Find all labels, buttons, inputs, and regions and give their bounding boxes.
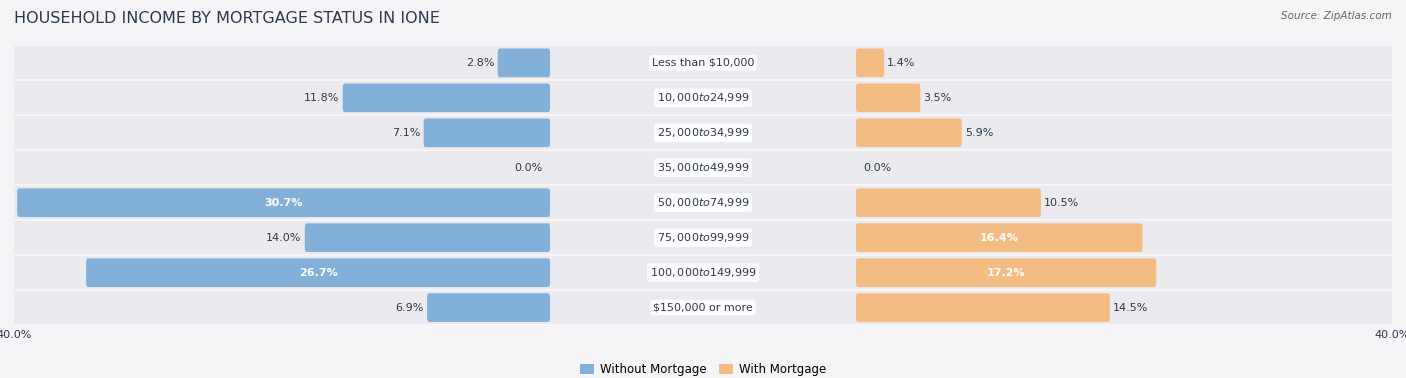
Text: 7.1%: 7.1% [392,128,420,138]
Text: Less than $10,000: Less than $10,000 [652,58,754,68]
Text: 1.4%: 1.4% [887,58,915,68]
FancyBboxPatch shape [856,118,962,147]
Text: 0.0%: 0.0% [863,163,891,173]
Bar [14,81,1392,114]
Text: 2.8%: 2.8% [467,58,495,68]
Bar [14,221,1392,254]
FancyBboxPatch shape [856,188,1040,217]
FancyBboxPatch shape [856,293,1109,322]
Text: 5.9%: 5.9% [965,128,993,138]
Bar [14,186,1392,219]
Text: $25,000 to $34,999: $25,000 to $34,999 [657,126,749,139]
Text: 11.8%: 11.8% [304,93,340,103]
Bar [14,116,1392,149]
Text: $150,000 or more: $150,000 or more [654,303,752,313]
Bar [14,46,1392,79]
FancyBboxPatch shape [423,118,550,147]
FancyBboxPatch shape [856,223,1143,252]
Legend: Without Mortgage, With Mortgage: Without Mortgage, With Mortgage [575,358,831,378]
Text: 6.9%: 6.9% [395,303,425,313]
Text: 0.0%: 0.0% [515,163,543,173]
FancyBboxPatch shape [17,188,550,217]
FancyBboxPatch shape [427,293,550,322]
Bar [14,291,1392,324]
Text: 14.5%: 14.5% [1114,303,1149,313]
Text: $10,000 to $24,999: $10,000 to $24,999 [657,91,749,104]
FancyBboxPatch shape [856,258,1156,287]
Text: 10.5%: 10.5% [1045,198,1080,208]
FancyBboxPatch shape [305,223,550,252]
Text: $50,000 to $74,999: $50,000 to $74,999 [657,196,749,209]
Text: 3.5%: 3.5% [924,93,952,103]
FancyBboxPatch shape [86,258,550,287]
Text: 16.4%: 16.4% [980,233,1019,243]
Text: 30.7%: 30.7% [264,198,302,208]
Text: 17.2%: 17.2% [987,268,1025,277]
FancyBboxPatch shape [498,48,550,77]
Bar [14,151,1392,184]
FancyBboxPatch shape [856,48,884,77]
Text: 14.0%: 14.0% [266,233,302,243]
Text: $35,000 to $49,999: $35,000 to $49,999 [657,161,749,174]
Text: $100,000 to $149,999: $100,000 to $149,999 [650,266,756,279]
FancyBboxPatch shape [856,84,921,112]
Text: $75,000 to $99,999: $75,000 to $99,999 [657,231,749,244]
Text: Source: ZipAtlas.com: Source: ZipAtlas.com [1281,11,1392,21]
Text: HOUSEHOLD INCOME BY MORTGAGE STATUS IN IONE: HOUSEHOLD INCOME BY MORTGAGE STATUS IN I… [14,11,440,26]
Text: 26.7%: 26.7% [298,268,337,277]
FancyBboxPatch shape [343,84,550,112]
Bar [14,256,1392,289]
